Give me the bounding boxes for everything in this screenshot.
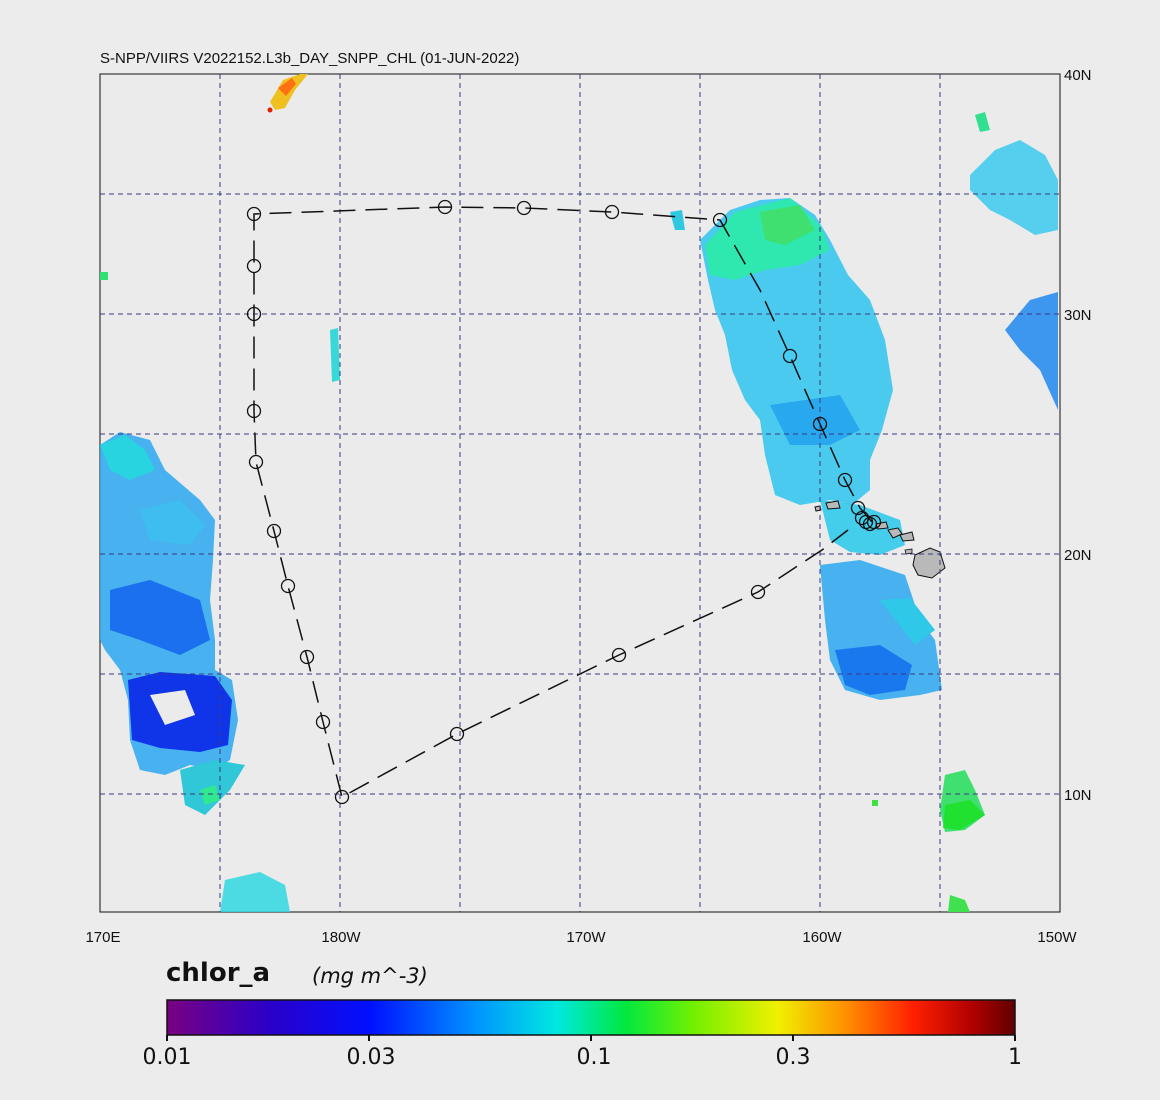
lon-label: 170W (566, 929, 606, 946)
colorbar-tick-label: 0.01 (143, 1045, 192, 1070)
lon-label: 150W (1037, 929, 1077, 946)
colorbar-units: (mg m^-3) (312, 964, 428, 988)
lat-label: 30N (1064, 307, 1092, 324)
longitude-labels: 170E 180W 170W 160W 150W (85, 929, 1077, 946)
latitude-labels: 40N 30N 20N 10N (1064, 67, 1092, 804)
chlorophyll-data-layer (100, 74, 1058, 912)
colorbar: 0.01 0.03 0.1 0.3 1 (143, 999, 1022, 1070)
lat-label: 40N (1064, 67, 1092, 84)
lon-label: 180W (321, 929, 361, 946)
lat-label: 20N (1064, 547, 1092, 564)
lat-label: 10N (1064, 787, 1092, 804)
map-title: S-NPP/VIIRS V2022152.L3b_DAY_SNPP_CHL (0… (100, 50, 520, 67)
colorbar-variable-name: chlor_a (166, 958, 271, 988)
lon-label: 160W (802, 929, 842, 946)
colorbar-tick-label: 0.3 (776, 1045, 811, 1070)
cruise-track (246, 199, 882, 805)
lon-label: 170E (85, 929, 120, 946)
colorbar-tick-label: 0.03 (347, 1045, 396, 1070)
colorbar-gradient (166, 999, 1016, 1036)
colorbar-tick-label: 1 (1008, 1045, 1022, 1070)
colorbar-tick-label: 0.1 (577, 1045, 612, 1070)
